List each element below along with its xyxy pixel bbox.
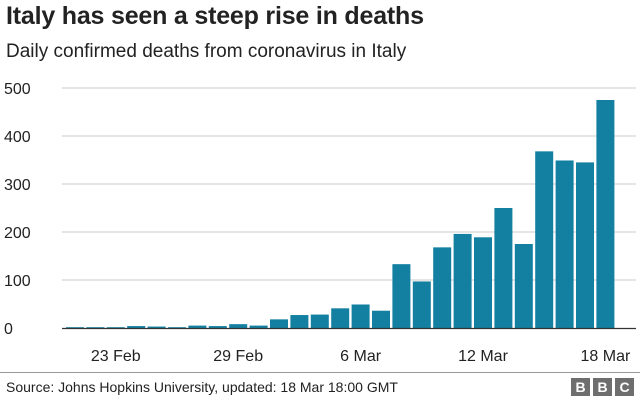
y-tick-label: 200 xyxy=(4,225,31,242)
bar xyxy=(249,325,268,328)
bar xyxy=(127,326,146,328)
bar xyxy=(372,310,390,328)
x-tick-label: 29 Feb xyxy=(213,348,263,365)
chart-subtitle: Daily confirmed deaths from coronavirus … xyxy=(6,41,407,62)
bar xyxy=(514,244,533,328)
bar xyxy=(412,281,431,328)
bar xyxy=(596,100,615,328)
bar xyxy=(290,315,309,328)
bars xyxy=(66,100,615,328)
bar xyxy=(208,326,227,328)
bar xyxy=(474,237,492,328)
bbc-logo: B B C xyxy=(571,378,634,396)
chart-title: Italy has seen a steep rise in deaths xyxy=(6,2,424,30)
bar xyxy=(351,304,370,328)
y-axis-tick-labels: 0 100 200 300 400 500 xyxy=(4,81,31,338)
bar xyxy=(555,160,574,328)
bar xyxy=(168,327,186,328)
bar xyxy=(86,327,105,328)
bar xyxy=(66,327,84,328)
x-tick-label: 12 Mar xyxy=(458,348,508,365)
source-note: Source: Johns Hopkins University, update… xyxy=(6,379,398,395)
bar xyxy=(392,264,411,328)
x-tick-label: 6 Mar xyxy=(340,348,382,365)
bar xyxy=(310,314,329,328)
bar xyxy=(535,151,554,328)
y-tick-label: 400 xyxy=(4,129,31,146)
bar xyxy=(576,162,594,328)
bar xyxy=(188,325,207,328)
x-tick-label: 23 Feb xyxy=(91,348,141,365)
bar xyxy=(229,324,248,328)
bbc-logo-letter: B xyxy=(571,378,590,396)
bar xyxy=(106,327,125,328)
bar xyxy=(147,326,166,328)
bar xyxy=(453,233,472,328)
footer-divider xyxy=(0,372,640,373)
x-axis-tick-labels: 23 Feb 29 Feb 6 Mar 12 Mar 18 Mar xyxy=(91,348,631,365)
bbc-logo-letter: B xyxy=(593,378,612,396)
bbc-logo-letter: C xyxy=(615,378,634,396)
bar xyxy=(270,319,288,328)
y-tick-label: 100 xyxy=(4,273,31,290)
y-tick-label: 0 xyxy=(4,321,13,338)
bar xyxy=(494,208,513,328)
bar xyxy=(331,308,350,328)
bar xyxy=(433,247,452,328)
bar-chart: 0 100 200 300 400 500 23 Feb 29 Feb 6 Mar 12 Mar… xyxy=(4,81,636,365)
y-tick-label: 300 xyxy=(4,177,31,194)
x-tick-label: 18 Mar xyxy=(581,348,631,365)
y-tick-label: 500 xyxy=(4,81,31,98)
